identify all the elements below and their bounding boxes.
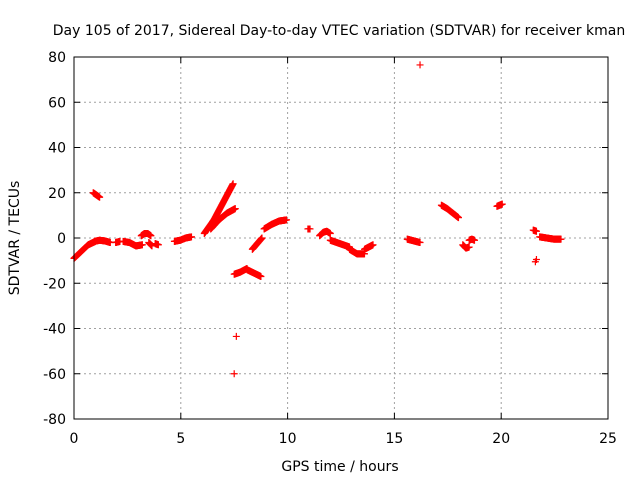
y-tick-label: -40	[43, 322, 66, 338]
x-tick-label: 5	[176, 431, 185, 447]
data-point	[96, 193, 104, 201]
data-point	[187, 233, 195, 241]
data-point	[498, 200, 506, 208]
data-point	[283, 216, 291, 224]
data-point	[471, 236, 478, 244]
data-point	[231, 205, 239, 213]
data-point	[416, 239, 424, 247]
data-point	[465, 243, 473, 251]
data-point	[257, 272, 265, 280]
x-tick-label: 20	[492, 431, 510, 447]
data-point	[230, 370, 238, 378]
data-markers	[70, 61, 565, 378]
data-point	[229, 180, 237, 188]
plot-frame	[73, 56, 609, 420]
chart-title: Day 105 of 2017, Sidereal Day-to-day VTE…	[53, 23, 625, 39]
y-tick-label: 60	[48, 95, 66, 111]
data-point	[531, 258, 539, 266]
x-tick-label: 10	[279, 431, 297, 447]
y-tick-label: 20	[48, 186, 66, 202]
chart-grid	[74, 57, 608, 419]
y-axis-label: SDTVAR / TECUs	[7, 181, 23, 296]
data-point	[454, 214, 462, 222]
data-point	[306, 225, 314, 233]
data-point	[557, 235, 565, 243]
x-tick-label: 25	[599, 431, 617, 447]
data-point	[232, 332, 240, 340]
y-tick-label: 40	[48, 141, 66, 157]
data-point	[369, 241, 377, 249]
data-point	[154, 241, 162, 249]
data-point	[138, 241, 146, 249]
data-point	[147, 232, 155, 240]
y-tick-label: -20	[43, 276, 66, 292]
data-point	[258, 234, 266, 242]
x-axis-label: GPS time / hours	[281, 459, 398, 475]
y-tick-label: 80	[48, 50, 66, 66]
x-tick-label: 0	[70, 431, 79, 447]
y-tick-label: -60	[43, 367, 66, 383]
data-point	[532, 227, 540, 235]
data-point	[416, 61, 424, 69]
y-tick-label: 0	[57, 231, 66, 247]
data-point	[326, 229, 334, 237]
x-tick-label: 15	[385, 431, 403, 447]
y-tick-label: -80	[43, 412, 66, 428]
